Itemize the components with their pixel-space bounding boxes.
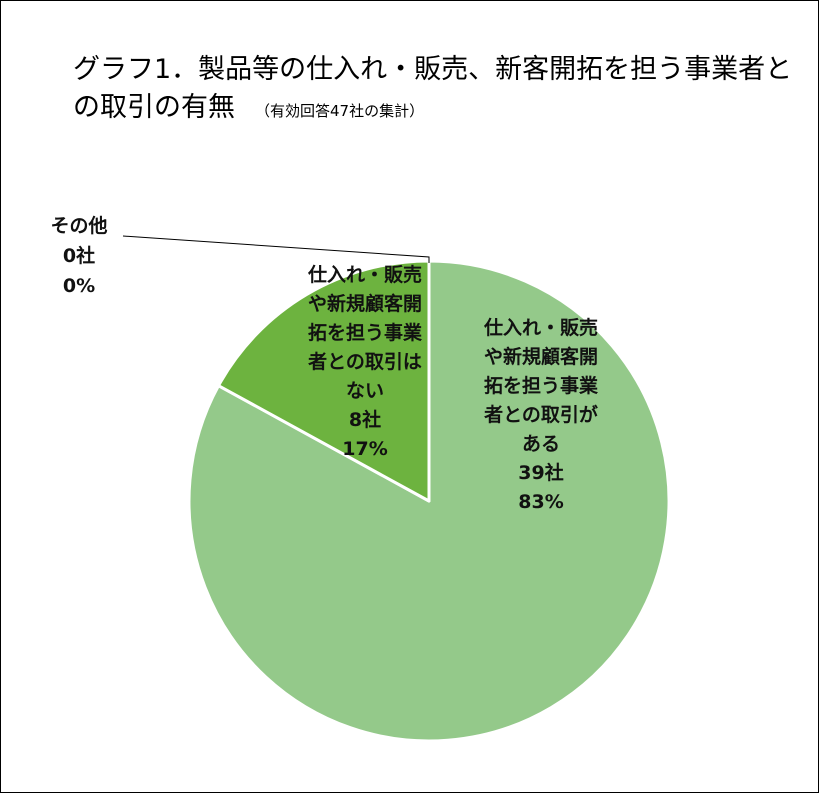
leader-lines xyxy=(122,235,430,263)
chart-title-note: （有効回答47社の集計） xyxy=(255,102,425,120)
chart-title: グラフ1．製品等の仕入れ・販売、新客開拓を担う事業者との取引の有無 （有効回答47… xyxy=(73,51,793,130)
slice-label-line: 拓を担う事業 xyxy=(308,321,423,344)
slice-label-line: 8社 xyxy=(349,408,381,431)
pie-slice-2 xyxy=(217,259,431,503)
slice-label-line: 者との取引が xyxy=(484,403,598,426)
slice-label-line: ある xyxy=(522,433,560,455)
slice-label-line: や新規顧客開 xyxy=(308,292,422,315)
slice-label-line: 0社 xyxy=(63,244,95,267)
slice-label-2: 仕入れ・販売や新規顧客開拓を担う事業者との取引はない 8社 17% xyxy=(307,263,423,460)
slice-label-line: 17% xyxy=(342,438,387,460)
slice-label-line: 拓を担う事業 xyxy=(484,374,599,397)
slice-label-line: 仕入れ・販売 xyxy=(307,263,422,286)
chart-title-main: グラフ1．製品等の仕入れ・販売、新客開拓を担う事業者との取引の有無 xyxy=(73,54,793,123)
slice-label-0: その他 0社 0% xyxy=(50,214,107,297)
slice-label-line: その他 xyxy=(50,214,107,237)
slice-label-line: 39社 xyxy=(518,461,563,484)
slice-label-line: ない xyxy=(346,380,384,402)
slice-label-line: 者との取引は xyxy=(308,351,422,373)
leader-line-0 xyxy=(122,235,430,263)
slice-label-line: 0% xyxy=(63,275,95,297)
slice-label-1: 仕入れ・販売や新規顧客開拓を担う事業者との取引がある 39社 83% xyxy=(483,316,599,513)
slice-label-line: 仕入れ・販売 xyxy=(483,316,598,339)
slice-label-line: や新規顧客開 xyxy=(484,345,598,368)
pie-slices xyxy=(187,259,671,743)
slice-label-line: 83% xyxy=(518,491,563,513)
slice-labels: その他 0社 0%仕入れ・販売や新規顧客開拓を担う事業者との取引がある 39社 83%仕… xyxy=(50,214,599,513)
